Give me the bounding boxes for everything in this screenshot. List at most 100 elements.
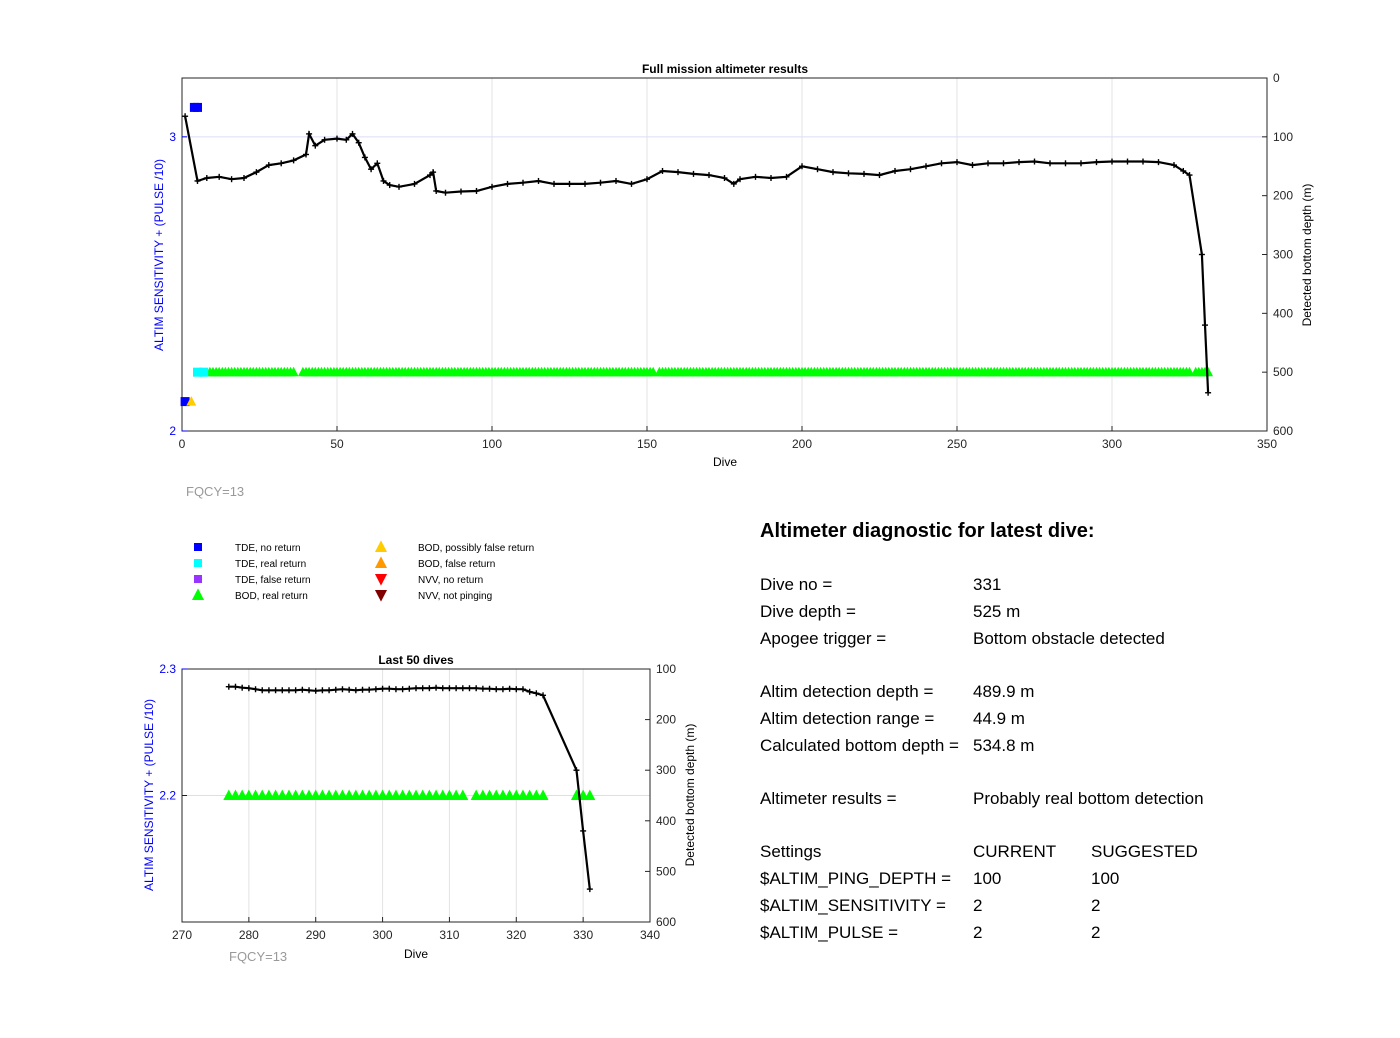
legend-label: TDE, real return — [235, 559, 306, 570]
depth-point — [1198, 251, 1205, 258]
setting-suggested: 2 — [1091, 922, 1101, 942]
depth-point — [458, 188, 464, 195]
settings-header-row: Settings CURRENT SUGGESTED — [760, 838, 1204, 865]
diagnostic-panel: Altimeter diagnostic for latest dive: Di… — [760, 520, 1204, 946]
top-chart-title: Full mission altimeter results — [642, 62, 808, 76]
top-chart: 0 50 100 150 200 250 300 350 23 010020030040050… — [152, 62, 1314, 499]
settings-row: $ALTIM_SENSITIVITY = 2 2 — [760, 892, 1204, 919]
depth-point — [374, 160, 381, 167]
current-label: CURRENT — [973, 841, 1057, 861]
bod-false-return-legend-marker — [374, 556, 388, 568]
depth-point — [533, 690, 540, 697]
depth-point — [892, 167, 898, 174]
bod-real-return-marker — [648, 366, 659, 377]
depth-point — [1171, 162, 1177, 169]
dive-no-label: Dive no = — [760, 574, 833, 594]
depth-point — [245, 685, 252, 692]
depth-point — [938, 160, 945, 167]
y-right-tick-label: 200 — [1273, 189, 1293, 203]
depth-point — [278, 160, 285, 167]
legend-item: BOD, false return — [374, 556, 495, 570]
depth-point — [519, 686, 526, 693]
depth-point — [493, 686, 500, 693]
x-tick-label: 200 — [792, 437, 812, 451]
setting-current: 2 — [973, 895, 983, 915]
depth-point — [459, 685, 466, 692]
top-chart-xlabel: Dive — [713, 455, 737, 469]
y-right-tick-label: 100 — [656, 662, 676, 676]
diagnostic-title: Altimeter diagnostic for latest dive: — [760, 520, 1095, 542]
depth-point — [339, 686, 346, 693]
depth-point — [551, 180, 557, 187]
depth-point — [446, 685, 453, 692]
depth-point — [985, 160, 991, 167]
top-chart-y-left-ticks: 23 — [169, 130, 187, 438]
bottom-chart-ylabel-left: ALTIM SENSITIVITY + (PULSE /10) — [142, 699, 156, 891]
depth-point — [252, 686, 259, 693]
depth-point — [1016, 159, 1022, 166]
bottom-chart-fqcy-note: FQCY=13 — [229, 949, 287, 964]
depth-point — [540, 692, 547, 699]
x-tick-label: 290 — [306, 928, 326, 942]
tde-no-return-marker — [193, 102, 202, 112]
top-chart-grid — [182, 78, 1267, 431]
depth-point — [359, 686, 366, 693]
depth-point — [1124, 158, 1131, 165]
bod-possibly-false-return-legend-marker — [374, 540, 388, 552]
depth-point — [419, 685, 426, 692]
depth-point — [1180, 167, 1187, 174]
depth-point — [1047, 160, 1053, 167]
settings-row: $ALTIM_PULSE = 2 2 — [760, 919, 1204, 946]
top-chart-x-ticks: 0 50 100 150 200 250 300 350 — [179, 426, 1277, 451]
y-right-tick-label: 300 — [656, 763, 676, 777]
tde-real-return-marker — [199, 367, 209, 377]
depth-point — [489, 183, 495, 190]
depth-point — [366, 686, 373, 693]
depth-point — [433, 684, 440, 691]
top-chart-ylabel-right: Detected bottom depth (m) — [1300, 184, 1314, 327]
setting-name: $ALTIM_PULSE = — [760, 922, 899, 942]
depth-point — [396, 183, 402, 190]
depth-point — [430, 169, 437, 176]
tde-false-return-legend-marker — [194, 575, 202, 583]
results-row: Altimeter results = Probably real bottom… — [760, 785, 1204, 812]
x-tick-label: 0 — [179, 437, 186, 451]
depth-point — [182, 113, 189, 120]
depth-point — [479, 685, 486, 692]
bod-possibly-false-return-marker — [186, 396, 197, 406]
legend-label: NVV, not pinging — [418, 591, 492, 602]
depth-point — [372, 686, 379, 693]
legend-item: NVV, not pinging — [374, 590, 492, 602]
depth-point — [272, 687, 279, 694]
depth-point — [319, 687, 326, 694]
depth-point — [506, 685, 513, 692]
depth-point — [721, 175, 728, 182]
top-chart-depth-series — [182, 113, 1212, 396]
x-tick-label: 300 — [1102, 437, 1122, 451]
depth-point — [1109, 158, 1115, 165]
apogee-row: Apogee trigger = Bottom obstacle detecte… — [760, 625, 1204, 652]
depth-point — [566, 180, 573, 187]
nvv-not-pinging-legend-marker — [374, 590, 388, 602]
depth-point — [659, 167, 666, 174]
depth-point — [426, 685, 433, 692]
altim-det-range-label: Altim detection range = — [760, 708, 935, 728]
depth-point — [439, 685, 446, 692]
setting-current: 2 — [973, 922, 983, 942]
depth-point — [228, 176, 235, 183]
depth-point — [907, 166, 914, 173]
depth-point — [582, 180, 588, 187]
depth-point — [392, 686, 399, 693]
depth-point — [241, 175, 247, 182]
altim-det-depth-label: Altim detection depth = — [760, 681, 934, 701]
apogee-value: Bottom obstacle detected — [973, 628, 1165, 648]
depth-point — [473, 187, 480, 194]
legend-item: BOD, possibly false return — [374, 540, 534, 554]
depth-point — [1205, 389, 1212, 396]
depth-point — [453, 685, 460, 692]
depth-point — [1062, 160, 1069, 167]
setting-suggested: 2 — [1091, 895, 1101, 915]
setting-name: $ALTIM_PING_DEPTH = — [760, 868, 951, 888]
tde-real-return-legend-marker — [194, 559, 202, 567]
x-tick-label: 320 — [506, 928, 526, 942]
